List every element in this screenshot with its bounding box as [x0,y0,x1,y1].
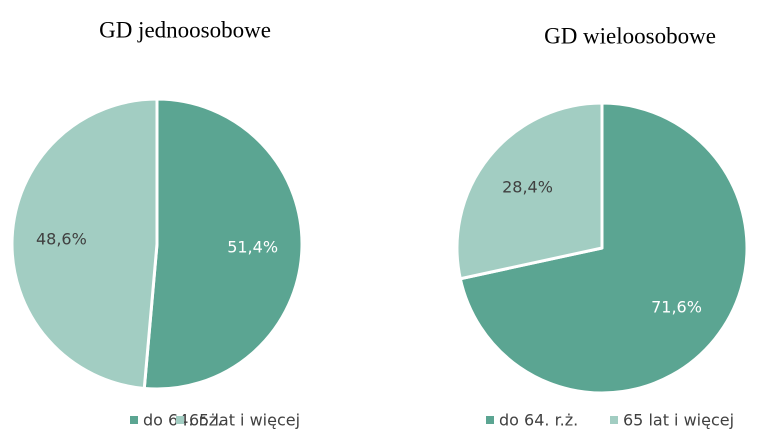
legend-label: 65 lat i więcej [623,411,734,430]
data-label: 51,4% [227,238,278,257]
legend-swatch [486,416,494,424]
data-label: 71,6% [651,298,702,317]
pie-slice [142,97,304,391]
legend-swatch [176,416,184,424]
chart-title: GD wieloosobowe [544,23,716,48]
legend-swatch [130,416,138,424]
pie-slice [458,101,749,395]
legend-swatch [610,416,618,424]
data-label: 48,6% [36,229,87,248]
data-label: 28,4% [502,177,553,196]
pie-slice [10,97,159,390]
chart-title: GD jednoosobowe [99,17,271,42]
pie-slice [455,101,604,281]
legend-label: 65 lat i więcej [189,411,300,430]
legend-label: do 64. r.ż. [499,411,578,430]
